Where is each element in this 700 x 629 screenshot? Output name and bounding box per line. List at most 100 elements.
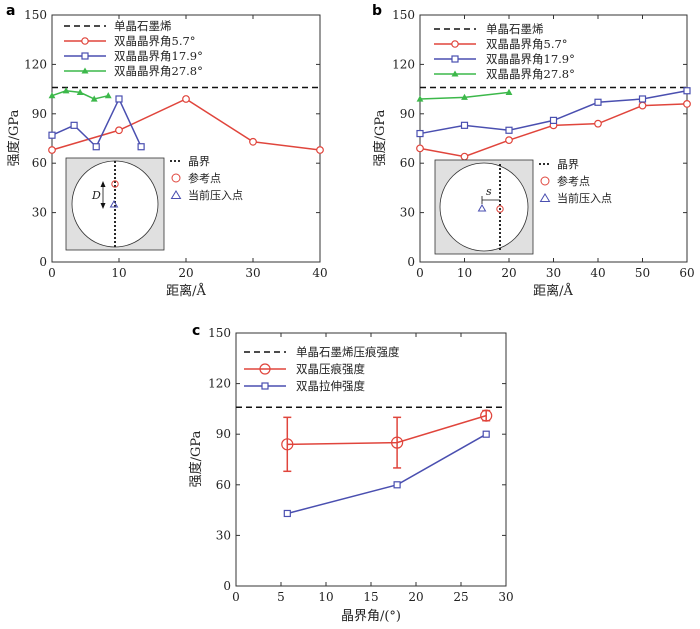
panel-a: a 0 10 20 30 40 0 30 60 90 120 150 距离/Å 强度/GPa 单晶石… [6,3,328,299]
data-point [416,95,424,102]
data-point [115,126,123,135]
legend-triangle-marker [81,67,89,74]
panel-b: b 0 10 20 30 40 50 60 0 30 60 90 120 150 距离/Å 强度/GPa… [372,3,695,299]
panel-c-label: c [192,323,200,339]
legend-27-8-label: 双晶晶界角27.8° [114,64,203,78]
panel-c-plot [236,406,506,518]
panel-b-inset: s 晶界 参考点 当前压入点 [434,158,612,255]
data-point [480,409,493,422]
y-tick-label: 60 [216,478,231,492]
data-point [482,430,490,438]
inset-current-point [477,204,487,212]
inset-legend-boundary-label: 晶界 [557,158,579,171]
data-point [76,88,84,95]
series-line [287,433,487,515]
legend-27-8-label: 双晶晶界角27.8° [486,67,575,81]
inset-reference-point [496,205,504,213]
x-tick-label: 10 [111,266,126,280]
data-point [393,481,401,489]
inset-legend-current-label: 当前压入点 [557,191,612,205]
series-a-0 [48,95,324,154]
data-point [460,152,469,161]
y-tick-label: 120 [392,57,415,71]
x-tick-label: 10 [318,590,333,604]
data-point [48,131,56,139]
x-tick-label: 20 [408,590,423,604]
legend-circle-marker [81,37,89,45]
series-line [419,103,688,158]
legend-tension-label: 双晶拉伸强度 [296,379,365,393]
inset-distance-symbol: s [486,185,492,198]
panel-c-frame [235,332,507,587]
inset-hole-circle [439,162,529,252]
panel-b-frame [419,14,688,263]
panel-c-ylabel: 强度/GPa [188,430,204,487]
y-tick-label: 90 [400,107,415,121]
data-point [182,95,190,103]
data-point [683,100,691,108]
panel-b-plot [416,86,691,161]
series-a-1 [48,95,145,151]
series-c-1 [283,430,490,518]
data-point [92,143,100,151]
x-tick-label: 20 [501,266,516,280]
inset-current-point [109,200,119,208]
data-point [137,143,145,151]
y-tick-label: 90 [216,427,231,441]
legend-square-marker [261,382,269,390]
data-point [283,509,291,518]
series-b-0 [416,100,691,161]
y-tick-label: 120 [208,377,231,391]
data-point [505,136,513,145]
inset-arrow-up [100,181,106,187]
y-tick-label: 90 [32,107,47,121]
panel-a-ylabel: 强度/GPa [6,109,22,166]
legend-circle-marker [451,40,459,48]
y-tick-label: 30 [400,206,415,220]
series-a-2 [48,87,112,102]
data-point [460,121,469,129]
data-point [549,116,558,124]
data-point [683,87,691,95]
data-point [416,144,424,153]
panel-b-legend: 单晶石墨烯 双晶晶界角5.7° 双晶晶界角17.9° 双晶晶界角27.8° [434,22,575,81]
legend-5-7-label: 双晶晶界角5.7° [486,37,568,51]
x-tick-label: 0 [48,266,56,280]
x-tick-label: 0 [416,266,424,280]
panel-a-plot [48,86,324,154]
panel-c-ticks: 0 5 10 15 20 25 30 0 30 60 90 120 150 [208,326,514,604]
legend-compression-label: 双晶压痕强度 [296,362,365,376]
data-point [316,146,324,154]
y-tick-label: 30 [216,528,231,542]
x-tick-label: 0 [232,590,240,604]
legend-reference-label: 单晶石墨烯 [486,22,544,36]
data-point [638,101,647,110]
panel-c-xlabel: 晶界角/(°) [341,609,401,624]
y-tick-label: 30 [32,206,47,220]
data-point [505,88,513,95]
data-point [249,137,257,146]
y-tick-label: 150 [392,8,415,22]
inset-legend-current-marker [539,193,551,202]
panel-a-legend: 单晶石墨烯 双晶晶界角5.7° 双晶晶界角17.9° 双晶晶界角27.8° [64,19,203,78]
data-point [48,92,56,99]
data-point [104,92,112,99]
inset-legend-current-label: 当前压入点 [188,188,243,202]
x-tick-label: 5 [277,590,285,604]
data-point [638,95,647,103]
data-point [115,95,123,103]
panel-b-ylabel: 强度/GPa [372,109,388,166]
panel-a-label: a [6,3,15,19]
y-tick-label: 120 [24,57,47,71]
data-point [391,436,404,449]
series-c-0 [281,409,493,473]
y-tick-label: 0 [223,579,231,593]
inset-arrow-down [100,203,106,209]
legend-square-marker [451,55,459,63]
legend-17-9-label: 双晶晶界角17.9° [114,49,203,63]
x-tick-label: 30 [546,266,561,280]
x-tick-label: 20 [178,266,193,280]
y-tick-label: 60 [400,156,415,170]
y-tick-label: 0 [39,255,47,269]
